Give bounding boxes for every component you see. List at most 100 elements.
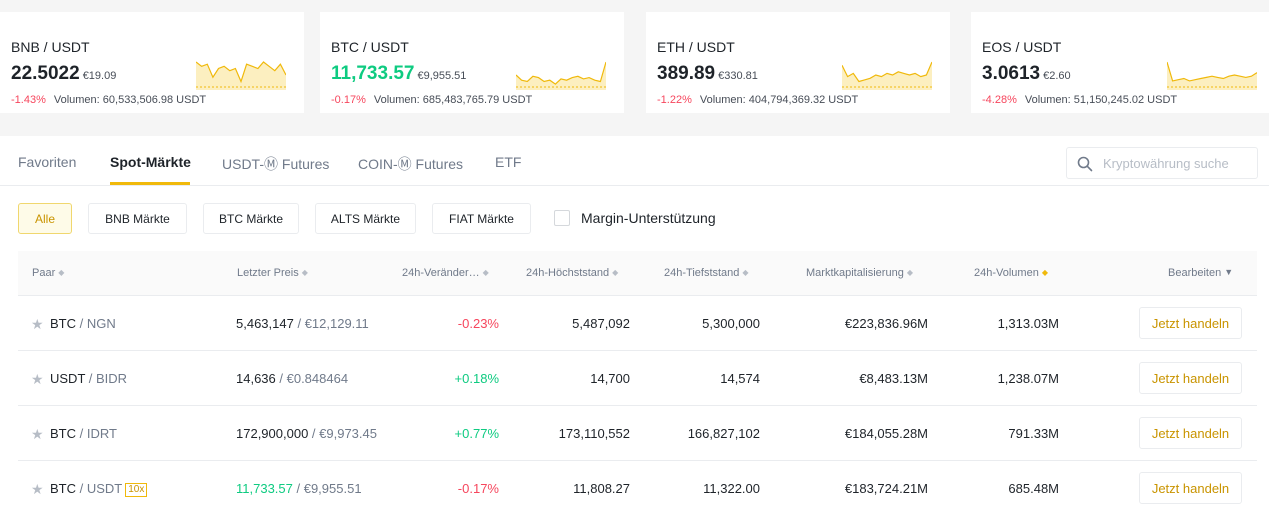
market-cap-cell: €8,483.13M <box>859 371 928 386</box>
ticker-pair: EOS / USDT <box>982 39 1062 55</box>
sparkline-area <box>196 62 286 90</box>
last-price-eur: / €9,973.45 <box>311 426 377 441</box>
ticker-card-btc[interactable]: BTC / USDT 11,733.57 €9,955.51 -0.17% Volu… <box>320 12 624 113</box>
markets-panel: Favoriten Spot-Märkte USDT-Ⓜ Futures COI… <box>0 136 1269 510</box>
volume-cell: 1,238.07M <box>997 371 1059 386</box>
star-icon[interactable]: ★ <box>31 371 44 387</box>
ticker-meta: -4.28% Volumen: 51,150,245.02 USDT <box>982 94 1177 106</box>
pair-base: BTC <box>50 481 76 496</box>
margin-checkbox[interactable] <box>554 210 570 226</box>
pair-quote: / NGN <box>79 316 116 331</box>
ticker-price-value: 3.0613 <box>982 63 1041 84</box>
col-change-label: 24h-Veränder… <box>402 267 480 279</box>
last-price: 11,733.57 <box>236 481 293 496</box>
filter-alts-button[interactable]: ALTS Märkte <box>315 203 416 234</box>
ticker-meta: -1.43% Volumen: 60,533,506.98 USDT <box>11 94 206 106</box>
ticker-change: -4.28% <box>982 94 1017 106</box>
sparkline-area <box>1167 62 1257 90</box>
sparkline-line <box>516 61 606 85</box>
pair-quote: / USDT <box>79 481 123 496</box>
active-tab-indicator <box>110 182 190 185</box>
pair-cell: BTC / USDT 10x <box>50 481 148 497</box>
ticker-change: -1.43% <box>11 94 46 106</box>
col-last-price-label: Letzter Preis <box>237 267 299 279</box>
volume-cell: 1,313.03M <box>997 316 1059 331</box>
table-row[interactable]: ★ USDT / BIDR 14,636 / €0.848464 +0.18% … <box>18 351 1257 406</box>
ticker-card-bnb[interactable]: BNB / USDT 22.5022 €19.09 -1.43% Volumen: … <box>0 12 304 113</box>
ticker-pair: ETH / USDT <box>657 39 735 55</box>
sparkline-chart <box>196 61 286 90</box>
low-cell: 11,322.00 <box>703 481 760 496</box>
filter-all-button[interactable]: Alle <box>18 203 72 234</box>
col-change[interactable]: 24h-Veränder… ◆ <box>402 267 489 279</box>
search-box[interactable] <box>1066 147 1258 179</box>
table-header: Paar ◆ Letzter Preis ◆ 24h-Veränder… ◆ 24h-… <box>18 251 1257 296</box>
table-row[interactable]: ★ BTC / NGN 5,463,147 / €12,129.11 -0.23… <box>18 296 1257 351</box>
edit-columns-button[interactable]: Bearbeiten ▼ <box>1168 267 1233 279</box>
trade-now-button[interactable]: Jetzt handeln <box>1139 472 1242 504</box>
tab-favorites[interactable]: Favoriten <box>18 154 77 170</box>
table-row[interactable]: ★ BTC / USDT 10x 11,733.57 / €9,955.51 -0… <box>18 461 1257 510</box>
high-cell: 11,808.27 <box>573 481 630 496</box>
star-icon[interactable]: ★ <box>31 426 44 442</box>
filter-bnb-button[interactable]: BNB Märkte <box>88 203 187 234</box>
last-price-eur: / €12,129.11 <box>297 316 369 331</box>
change-cell: -0.23% <box>457 316 499 331</box>
last-price-cell: 172,900,000 / €9,973.45 <box>236 426 377 441</box>
ticker-volume: Volumen: 685,483,765.79 USDT <box>373 94 533 106</box>
pair-cell: USDT / BIDR <box>50 371 127 386</box>
search-input[interactable] <box>1103 153 1253 173</box>
ticker-price-eur: €19.09 <box>82 70 117 82</box>
trade-now-button[interactable]: Jetzt handeln <box>1139 307 1242 339</box>
col-last-price[interactable]: Letzter Preis ◆ <box>237 267 308 279</box>
filter-btc-button[interactable]: BTC Märkte <box>203 203 299 234</box>
trade-now-button[interactable]: Jetzt handeln <box>1139 417 1242 449</box>
pair-base: BTC <box>50 316 76 331</box>
tab-etf[interactable]: ETF <box>495 154 522 170</box>
table-row[interactable]: ★ BTC / IDRT 172,900,000 / €9,973.45 +0.… <box>18 406 1257 461</box>
ticker-price-value: 389.89 <box>657 63 716 84</box>
sort-icon: ◆ <box>58 268 65 277</box>
pair-quote: / BIDR <box>88 371 128 386</box>
market-cap-cell: €184,055.28M <box>844 426 928 441</box>
last-price-cell: 14,636 / €0.848464 <box>236 371 348 386</box>
last-price-eur: / €0.848464 <box>279 371 349 386</box>
change-cell: +0.18% <box>454 371 499 386</box>
pair-quote: / IDRT <box>79 426 117 441</box>
tab-spot-markets[interactable]: Spot-Märkte <box>110 154 191 170</box>
caret-down-icon: ▼ <box>1224 267 1234 277</box>
last-price-cell: 11,733.57 / €9,955.51 <box>236 481 362 496</box>
sort-icon: ◆ <box>742 268 749 277</box>
col-pair-label: Paar <box>32 267 56 279</box>
sort-icon: ◆ <box>301 268 308 277</box>
col-low[interactable]: 24h-Tiefststand ◆ <box>664 267 749 279</box>
ticker-price-eur: €9,955.51 <box>417 70 467 82</box>
col-volume-label: 24h-Volumen <box>974 267 1039 279</box>
volume-cell: 685.48M <box>1008 481 1059 496</box>
sparkline-chart <box>1167 61 1257 90</box>
ticker-pair: BTC / USDT <box>331 39 409 55</box>
ticker-card-eos[interactable]: EOS / USDT 3.0613 €2.60 -4.28% Volumen: 51… <box>971 12 1269 113</box>
star-icon[interactable]: ★ <box>31 316 44 332</box>
col-volume[interactable]: 24h-Volumen ◆ <box>974 267 1048 279</box>
sparkline-line <box>1167 61 1257 82</box>
ticker-price-value: 11,733.57 <box>331 63 415 84</box>
pair-base: BTC <box>50 426 76 441</box>
ticker-meta: -1.22% Volumen: 404,794,369.32 USDT <box>657 94 858 106</box>
ticker-card-eth[interactable]: ETH / USDT 389.89 €330.81 -1.22% Volumen: … <box>646 12 950 113</box>
star-icon[interactable]: ★ <box>31 481 44 497</box>
pair-cell: BTC / IDRT <box>50 426 117 441</box>
high-cell: 14,700 <box>590 371 630 386</box>
sparkline-chart <box>516 61 606 90</box>
col-pair[interactable]: Paar ◆ <box>32 267 64 279</box>
tab-usdt-futures[interactable]: USDT-Ⓜ Futures <box>222 156 330 172</box>
col-market-cap[interactable]: Marktkapitalisierung ◆ <box>806 267 913 279</box>
filter-fiat-button[interactable]: FIAT Märkte <box>432 203 531 234</box>
ticker-price-value: 22.5022 <box>11 63 80 84</box>
tab-coin-futures[interactable]: COIN-Ⓜ Futures <box>358 156 464 172</box>
pair-base: USDT <box>50 371 86 386</box>
last-price-cell: 5,463,147 / €12,129.11 <box>236 316 369 331</box>
margin-checkbox-label: Margin-Unterstützung <box>581 210 716 226</box>
trade-now-button[interactable]: Jetzt handeln <box>1139 362 1242 394</box>
col-high[interactable]: 24h-Höchststand ◆ <box>526 267 618 279</box>
